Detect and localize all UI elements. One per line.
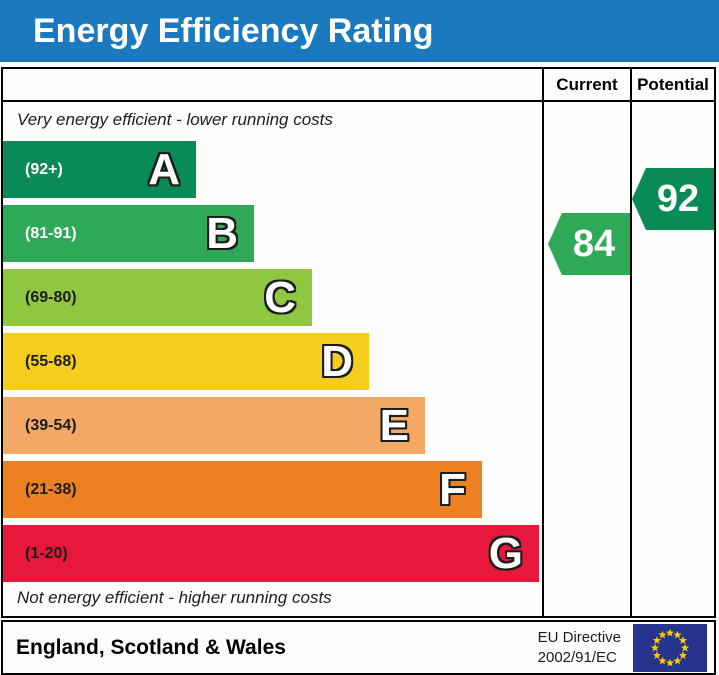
band-letter-g: G xyxy=(488,528,523,578)
band-letter-c: C xyxy=(264,272,296,322)
band-row-c: (69-80) C xyxy=(3,269,312,326)
eu-directive-line2: 2002/91/EC xyxy=(537,648,617,666)
column-header-potential: Potential xyxy=(637,74,709,94)
column-header-current: Current xyxy=(556,74,618,94)
column-divider xyxy=(630,69,632,616)
band-row-d: (55-68) D xyxy=(3,333,369,390)
band-letter-b: B xyxy=(206,208,238,258)
potential-rating-marker: 92 xyxy=(632,168,714,230)
note-not-efficient: Not energy efficient - higher running co… xyxy=(17,588,332,607)
band-letter-a: A xyxy=(148,144,180,194)
band-row-f: (21-38) F xyxy=(3,461,482,518)
band-row-a: (92+) A xyxy=(3,141,196,198)
column-divider xyxy=(542,69,544,616)
chart-body: Very energy efficient - lower running co… xyxy=(3,104,714,616)
table-header-row xyxy=(3,69,714,102)
band-letter-e: E xyxy=(379,400,409,450)
eu-directive-line1: EU Directive xyxy=(537,629,621,646)
band-row-g: (1-20) G xyxy=(3,525,539,582)
band-range-g: (1-20) xyxy=(25,544,68,562)
eu-directive-label: EU Directive 2002/91/EC xyxy=(538,628,621,667)
band-range-d: (55-68) xyxy=(25,352,77,370)
band-range-a: (92+) xyxy=(25,160,63,178)
note-very-efficient: Very energy efficient - lower running co… xyxy=(17,110,333,129)
band-row-e: (39-54) E xyxy=(3,397,425,454)
title-bar: Energy Efficiency Rating xyxy=(0,0,719,62)
band-range-c: (69-80) xyxy=(25,288,77,306)
energy-rating-chart: Current Potential Very energy efficient … xyxy=(1,67,716,618)
eu-flag-icon xyxy=(633,623,707,672)
band-range-f: (21-38) xyxy=(25,480,77,498)
band-range-b: (81-91) xyxy=(25,224,77,242)
footer-right-group: EU Directive 2002/91/EC xyxy=(538,623,707,672)
page-title: Energy Efficiency Rating xyxy=(33,11,434,50)
band-letter-d: D xyxy=(321,336,353,386)
region-label: England, Scotland & Wales xyxy=(16,635,286,659)
band-letter-f: F xyxy=(439,464,466,514)
band-row-b: (81-91) B xyxy=(3,205,254,262)
footer-bar: England, Scotland & Wales EU Directive 2… xyxy=(1,620,716,675)
current-rating-marker: 84 xyxy=(548,213,630,275)
band-range-e: (39-54) xyxy=(25,416,77,434)
